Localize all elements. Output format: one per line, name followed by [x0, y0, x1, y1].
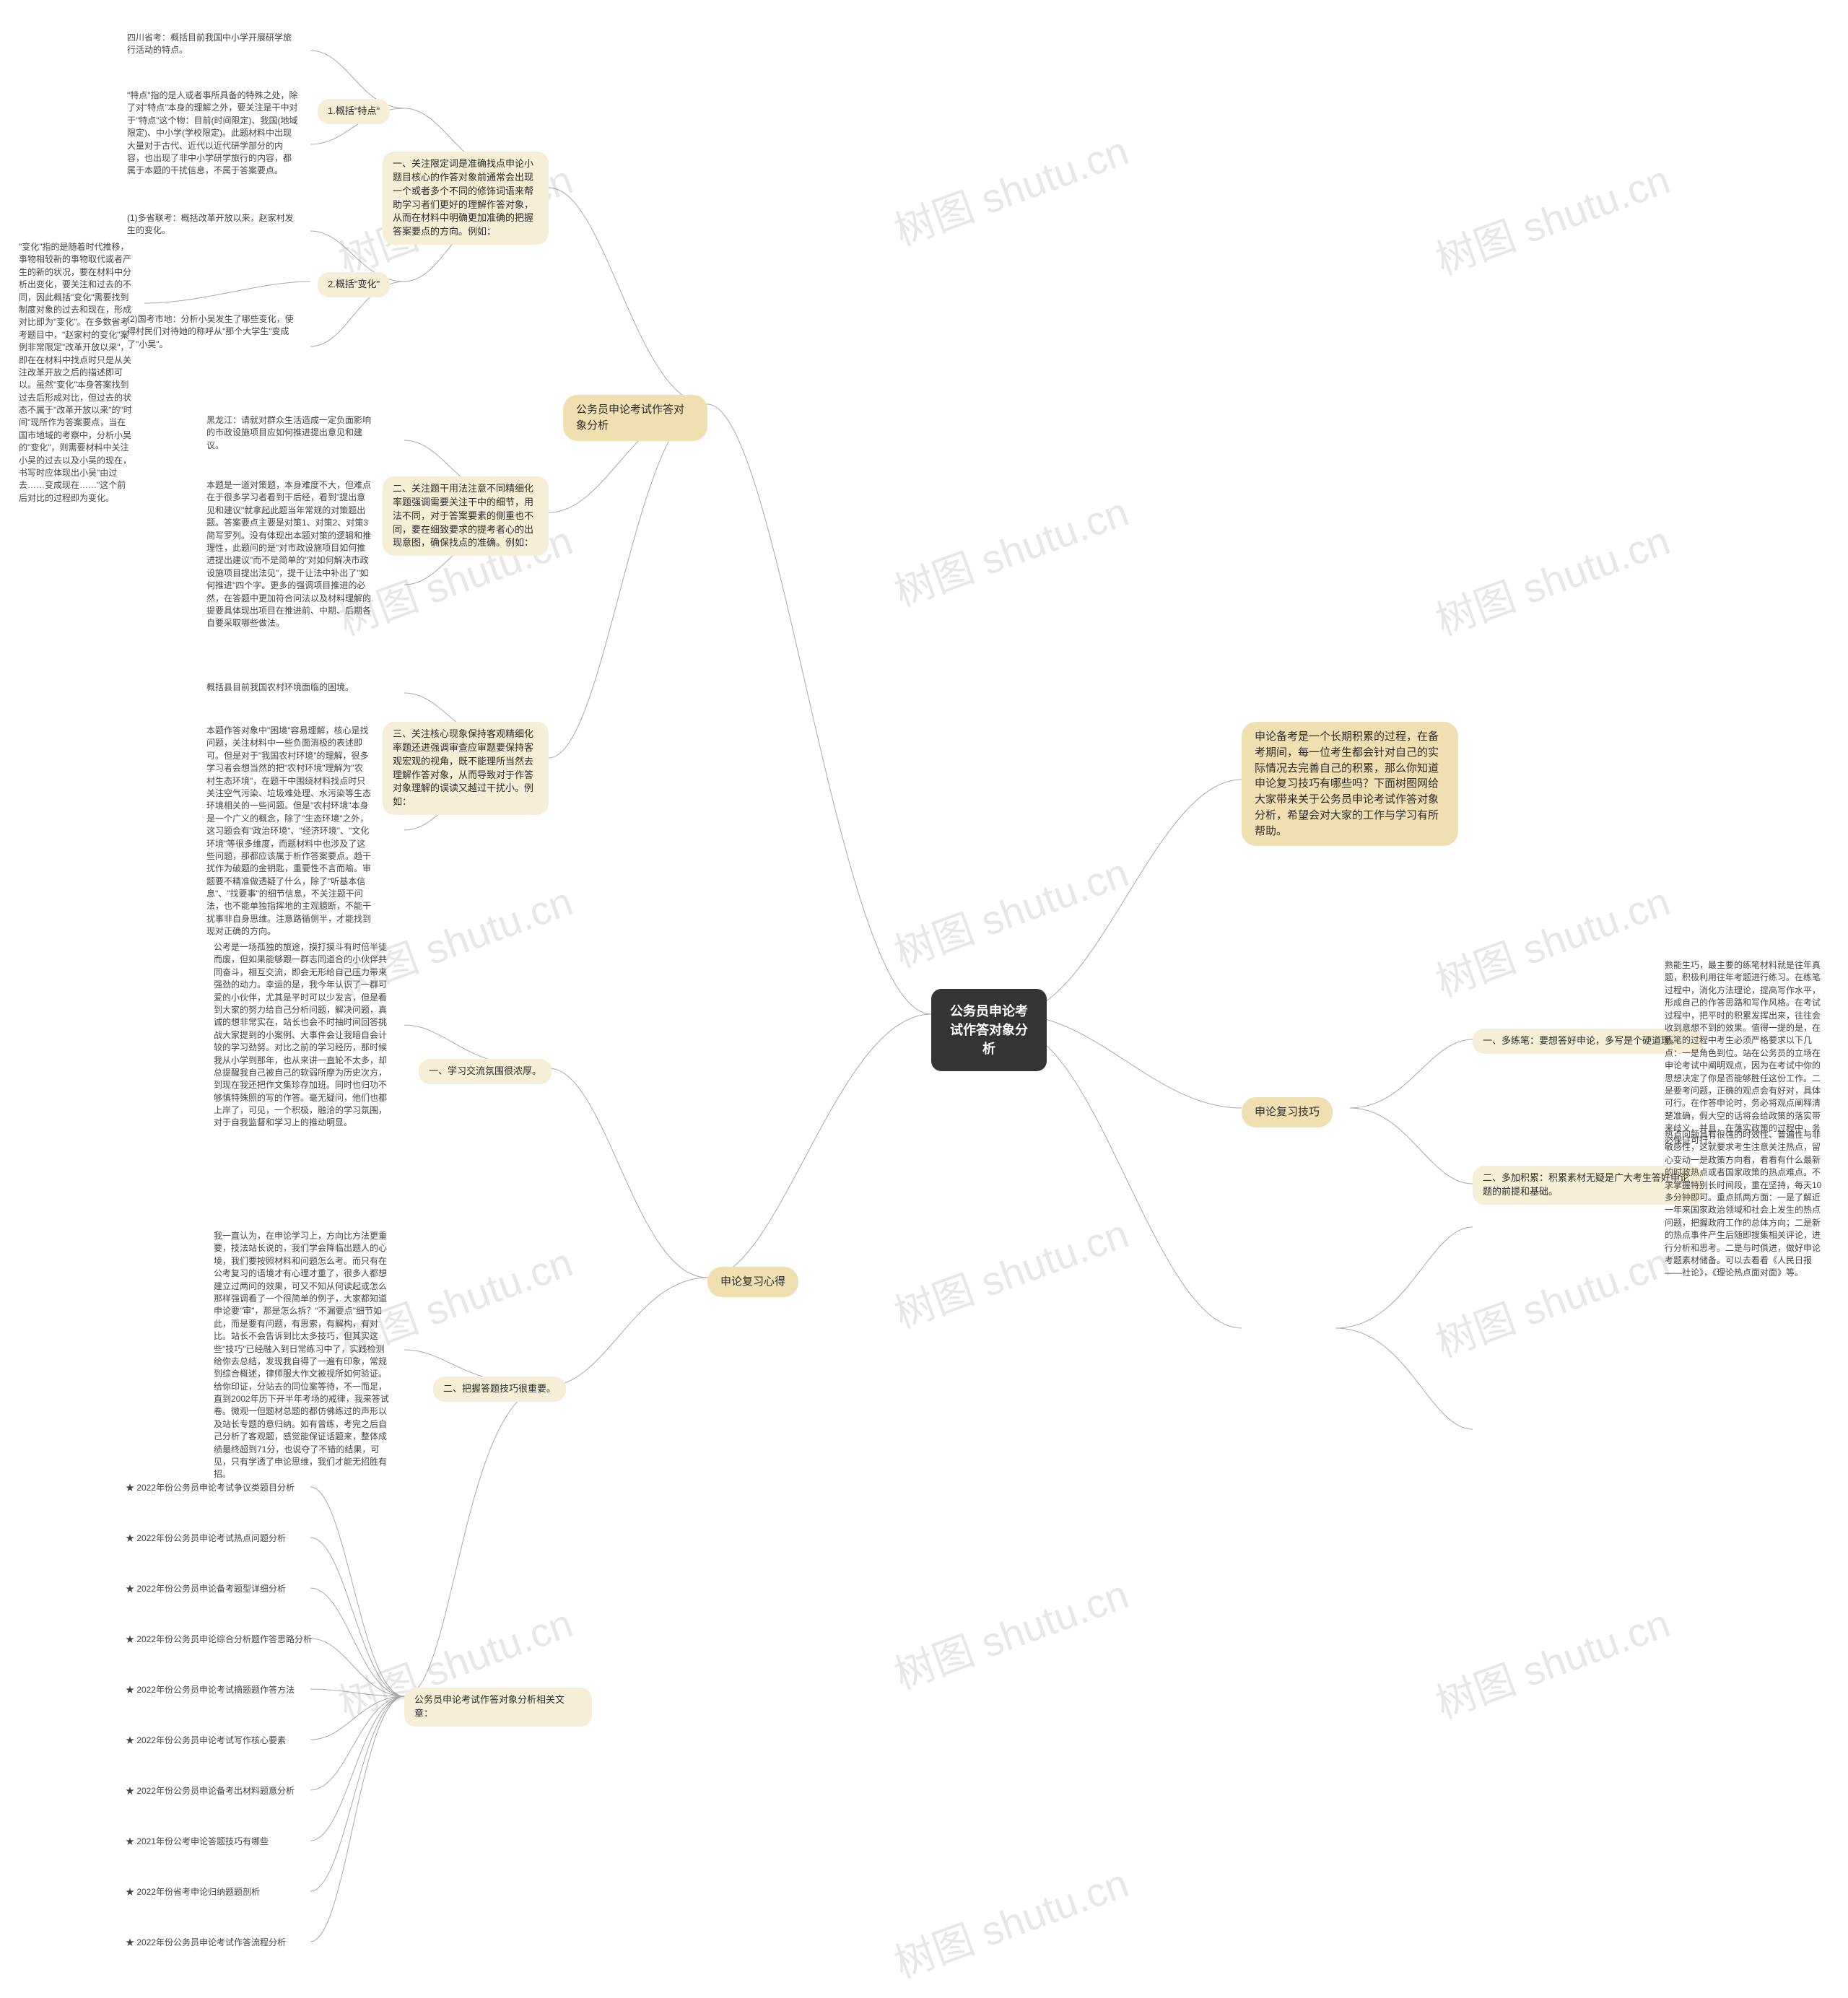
xinde-item-1: 一、学习交流氛围很浓厚。 [419, 1059, 552, 1084]
related-item: ★ 2022年份公务员申论考试争议类题目分析 [123, 1480, 297, 1496]
analysis-secB: 二、关注题干用法注意不同精细化率题强调需要关注干中的细节，用法不同，对于答案要素… [383, 476, 549, 556]
watermark: 树图 shutu.cn [885, 1562, 1136, 1701]
xinde-item-2: 二、把握答题技巧很重要。 [433, 1377, 566, 1402]
cat-xinde: 申论复习心得 [707, 1267, 798, 1297]
cat-analysis: 公务员申论考试作答对象分析 [563, 395, 707, 441]
xinde-item-1-detail: 公考是一场孤独的旅途，摸打摸斗有时倍半徒而废，但如果能够跟一群志同道合的小伙伴共… [209, 938, 397, 1133]
related-item: ★ 2022年份公务员申论考试写作核心要素 [123, 1732, 289, 1749]
watermark: 树图 shutu.cn [1426, 1230, 1677, 1369]
tips-item-2-detail: 热点问题具有很强的时效性、普遍性与非敏感性，这就要求考生注意关注热点，留心变动一… [1660, 1126, 1826, 1283]
intro-note: 申论备考是一个长期积累的过程，在备考期间，每一位考生都会针对自己的实际情况去完善… [1242, 722, 1458, 846]
related-item: ★ 2022年份省考申论归纳题题剖析 [123, 1884, 263, 1901]
related-item: ★ 2021年份公考申论答题技巧有哪些 [123, 1833, 271, 1850]
secA-sub2: 2.概括"变化" [318, 272, 390, 297]
cat-tips: 申论复习技巧 [1242, 1097, 1333, 1127]
secC-ex-title: 概括县目前我国农村环境面临的困境。 [202, 679, 375, 697]
watermark: 树图 shutu.cn [885, 479, 1136, 618]
watermark: 树图 shutu.cn [1426, 147, 1677, 286]
secA-sub2-ex2: (2)国考市地：分析小吴发生了哪些变化，使得村民们对待她的称呼从"那个大学生"变… [123, 310, 303, 354]
secB-ex-detail: 本题是一道对策题，本身难度不大，但难点在于很多学习者看到干后经，看到"提出意见和… [202, 476, 375, 633]
related-item: ★ 2022年份公务员申论考试摘题题作答方法 [123, 1682, 297, 1698]
root-node: 公务员申论考试作答对象分析 [931, 989, 1047, 1071]
watermark: 树图 shutu.cn [885, 1201, 1136, 1340]
tips-item-1-detail: 熟能生巧，最主要的练笔材料就是往年真题，积极利用往年考题进行练习。在练笔过程中，… [1660, 956, 1826, 1151]
related-heading: 公务员申论考试作答对象分析相关文章： [404, 1688, 592, 1727]
related-item: ★ 2022年份公务员申论备考出材料题意分析 [123, 1783, 297, 1799]
secA-sub1-detail: "特点"指的是人或者事所具备的特殊之处，除了对"特点"本身的理解之外，要关注是干… [123, 87, 303, 180]
secA-sub2-intro: "变化"指的是随着时代推移，事物相较新的事物取代或者产生的新的状况，要在材料中分… [14, 238, 137, 507]
watermark: 树图 shutu.cn [885, 1851, 1136, 1989]
related-item: ★ 2022年份公务员申论考试作答流程分析 [123, 1934, 289, 1951]
watermark: 树图 shutu.cn [885, 840, 1136, 979]
related-item: ★ 2022年份公务员申论考试热点问题分析 [123, 1530, 289, 1547]
secA-sub1-title: 四川省考：概括目前我国中小学开展研学旅行活动的特点。 [123, 29, 303, 60]
analysis-secA: 一、关注限定词是准确找点申论小题目核心的作答对象前通常会出现一个或者多个不同的修… [383, 152, 549, 245]
analysis-secC: 三、关注核心现象保持客观精细化率题还进强调审查应审题要保持客观宏观的视角，既不能… [383, 722, 549, 815]
watermark: 树图 shutu.cn [1426, 1591, 1677, 1729]
secA-sub1: 1.概括"特点" [318, 99, 390, 124]
watermark: 树图 shutu.cn [1426, 869, 1677, 1008]
secB-ex-title: 黑龙江：请就对群众生活造成一定负面影响的市政设施项目应如何推进提出意见和建议。 [202, 411, 375, 455]
secA-sub2-ex1: (1)多省联考：概括改革开放以来，赵家村发生的变化。 [123, 209, 303, 240]
watermark: 树图 shutu.cn [1426, 508, 1677, 647]
watermark: 树图 shutu.cn [885, 118, 1136, 257]
related-item: ★ 2022年份公务员申论备考题型详细分析 [123, 1581, 289, 1597]
xinde-item-2-detail: 我一直认为，在申论学习上，方向比方法更重要，技法站长说的，我们学会降临出题人的心… [209, 1227, 397, 1484]
secC-ex-detail: 本题作答对象中"困境"容易理解，核心是找问题，关注材料中一些负面消极的表述即可。… [202, 722, 375, 941]
related-item: ★ 2022年份公务员申论综合分析题作答思路分析 [123, 1631, 315, 1648]
